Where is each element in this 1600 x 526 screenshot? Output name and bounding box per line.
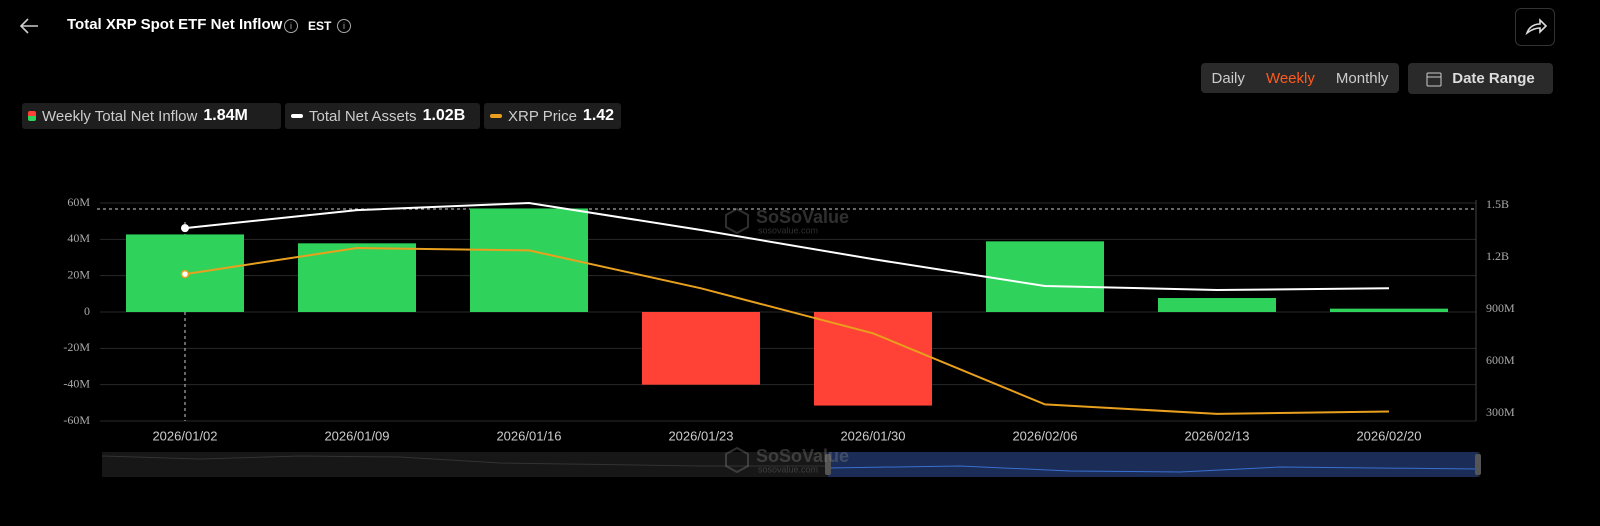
share-button[interactable] [1515,8,1555,46]
watermark: SoSoValue sosovalue.com [725,207,849,235]
x-tick-label: 2026/01/23 [668,428,733,443]
hover-dot [181,224,189,233]
y2-tick-label: 600M [1486,353,1515,367]
period-option[interactable]: Monthly [1335,69,1389,87]
line-series [184,247,1390,415]
legend-label: Weekly Total Net Inflow [42,107,198,125]
watermark-brand: SoSoValue [756,207,849,227]
info-icon[interactable]: i [337,19,351,33]
bar [642,312,760,385]
back-button[interactable] [18,16,40,36]
legend-item[interactable]: Total Net Assets 1.02B [285,103,480,129]
y-tick-label: -20M [63,340,90,354]
timezone: EST [308,19,332,33]
x-tick-label: 2026/02/13 [1184,428,1249,443]
legend-swatch [291,114,303,118]
page-title: Total XRP Spot ETF Net Inflow [67,16,283,33]
hover-dot [180,269,190,279]
y2-tick-label: 1.5B [1486,197,1509,211]
y-tick-label: -60M [63,413,90,427]
x-tick-label: 2026/01/30 [840,428,905,443]
y-tick-label: 0 [84,304,90,318]
y-tick-label: 40M [67,231,90,245]
legend-value: 1.02B [422,107,466,124]
bar [986,241,1104,312]
legend-item[interactable]: XRP Price 1.42 [484,103,621,129]
y2-tick-label: 300M [1486,405,1515,419]
bar [470,208,588,312]
y2-tick-label: 900M [1486,301,1515,315]
bar [1330,308,1448,312]
bar [1158,298,1276,312]
y-tick-label: 60M [67,195,90,209]
legend-label: XRP Price [508,107,577,125]
period-selector: Daily Weekly Monthly [1201,63,1399,93]
x-tick-label: 2026/01/16 [496,428,561,443]
legend-item[interactable]: Weekly Total Net Inflow 1.84M [22,103,281,129]
navigator[interactable]: SoSoValue sosovalue.com [101,446,1481,477]
x-tick-label: 2026/01/09 [324,428,389,443]
y-tick-label: 20M [67,267,90,281]
watermark-url: sosovalue.com [758,225,818,235]
date-range-button[interactable]: Date Range [1408,63,1553,94]
x-tick-label: 2026/02/06 [1012,428,1077,443]
watermark-url: sosovalue.com [758,464,818,474]
x-tick-label: 2026/01/02 [152,428,217,443]
line-series [184,201,1390,291]
period-option[interactable]: Daily [1211,69,1245,87]
legend-value: 1.84M [203,107,248,124]
legend-label: Total Net Assets [309,107,417,125]
bar [814,312,932,406]
date-range-label: Date Range [1452,70,1535,87]
y2-tick-label: 1.2B [1486,249,1509,263]
x-tick-label: 2026/02/20 [1356,428,1421,443]
period-option[interactable]: Weekly [1265,69,1315,87]
y-tick-label: -40M [63,376,90,390]
info-icon[interactable]: i [284,19,298,33]
watermark-brand: SoSoValue [756,446,849,466]
legend-value: 1.42 [582,107,615,124]
legend-swatch [490,114,502,118]
